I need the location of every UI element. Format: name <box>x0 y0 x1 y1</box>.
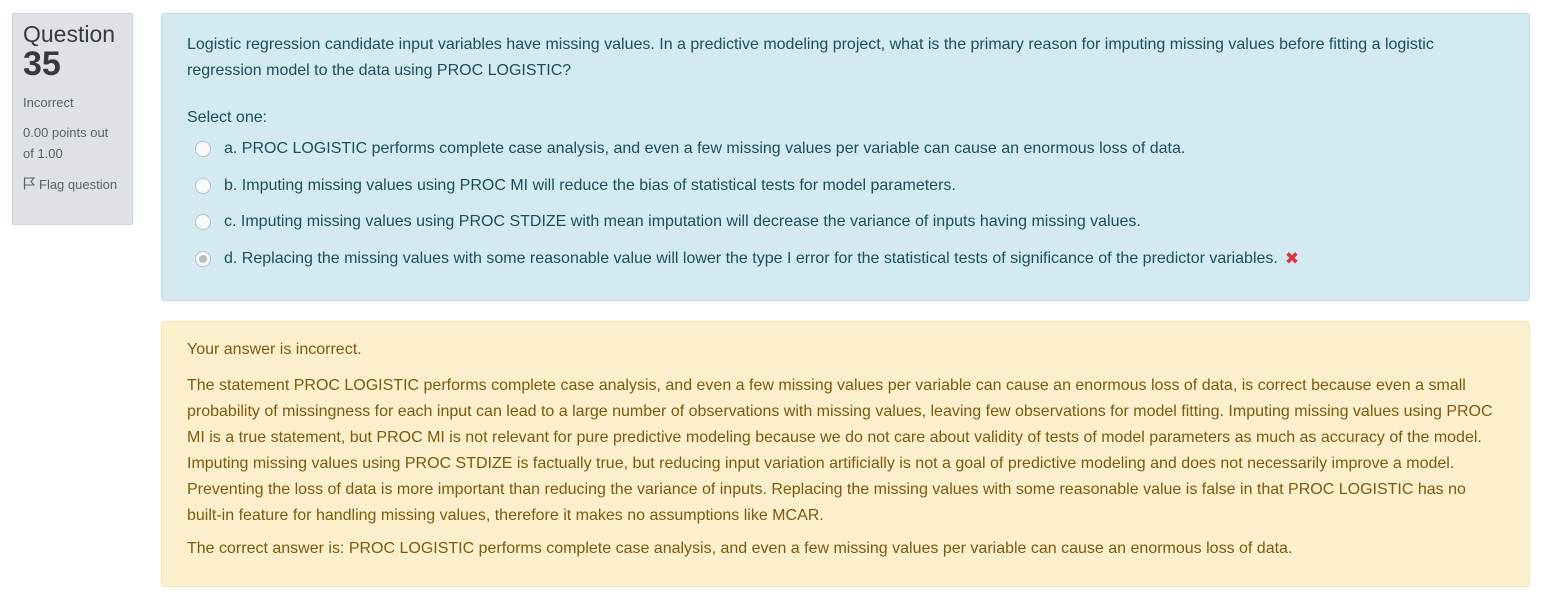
question-grade: 0.00 points out of 1.00 <box>23 125 109 161</box>
correct-answer-text: The correct answer is: PROC LOGISTIC per… <box>187 540 1293 557</box>
answer-list: a. PROC LOGISTIC performs complete case … <box>187 131 1504 277</box>
answer-option-b[interactable]: b. Imputing missing values using PROC MI… <box>187 168 1504 205</box>
feedback-panel: Your answer is incorrect. The statement … <box>161 321 1530 587</box>
answer-option-c[interactable]: c. Imputing missing values using PROC ST… <box>187 204 1504 241</box>
answer-radio-b[interactable] <box>195 177 211 194</box>
flag-question-link[interactable]: Flag question <box>23 174 122 195</box>
question-info-panel: Question 35 Incorrect 0.00 points out of… <box>12 13 133 225</box>
question-label: Question <box>23 21 116 47</box>
answer-label-b[interactable]: b. Imputing missing values using PROC MI… <box>224 176 956 194</box>
answer-option-d[interactable]: d. Replacing the missing values with som… <box>187 241 1504 278</box>
answer-label-d[interactable]: d. Replacing the missing values with som… <box>224 249 1278 267</box>
question-number: 35 <box>23 45 61 83</box>
incorrect-icon: ✖ <box>1284 248 1300 268</box>
question-state: Incorrect <box>23 95 74 110</box>
flag-question-label: Flag question <box>39 177 118 192</box>
flag-icon <box>23 177 36 190</box>
answer-radio-a[interactable] <box>195 141 211 158</box>
answer-option-a[interactable]: a. PROC LOGISTIC performs complete case … <box>187 131 1504 168</box>
answer-radio-c[interactable] <box>195 214 211 231</box>
answer-label-c[interactable]: c. Imputing missing values using PROC ST… <box>224 213 1141 231</box>
answer-radio-d[interactable] <box>195 250 211 267</box>
select-one-prompt: Select one: <box>187 109 268 126</box>
feedback-general: The statement PROC LOGISTIC performs com… <box>187 377 1493 524</box>
question-formulation: Logistic regression candidate input vari… <box>161 13 1530 301</box>
answer-label-a[interactable]: a. PROC LOGISTIC performs complete case … <box>224 140 1186 158</box>
feedback-result: Your answer is incorrect. <box>187 341 362 358</box>
question-text: Logistic regression candidate input vari… <box>187 36 1434 79</box>
